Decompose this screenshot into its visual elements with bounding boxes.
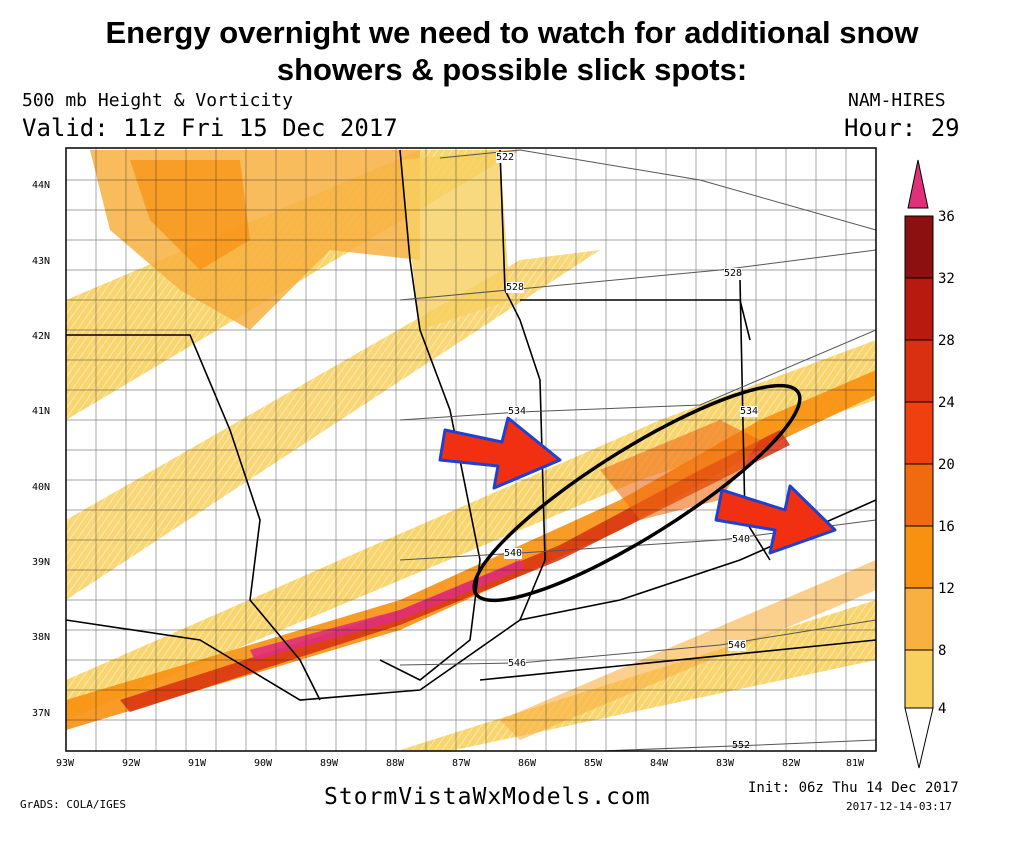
- headline-line-2: showers & possible slick spots:: [276, 52, 748, 87]
- arrow-left: [438, 416, 562, 490]
- colorbar-label: 28: [938, 333, 955, 349]
- colorbar-bin-16-20: [904, 463, 934, 527]
- colorbar-label: 12: [938, 581, 955, 597]
- grads-credit: GrADS: COLA/IGES: [20, 798, 126, 811]
- lon-label: 93W: [56, 758, 75, 769]
- lon-label: 92W: [122, 758, 141, 769]
- vort-streak-south-core: [500, 560, 876, 740]
- contour-528: [399, 249, 876, 301]
- vort-streak-mid: [66, 250, 600, 600]
- arrow-right: [714, 484, 837, 555]
- lat-label: 40N: [32, 482, 51, 493]
- lon-label: 87W: [452, 758, 471, 769]
- colorbar-label: 4: [938, 701, 947, 717]
- colorbar-label: 8: [938, 643, 947, 659]
- colorbar-top-arrow: [907, 159, 929, 209]
- headline: Energy overnight we need to watch for ad…: [0, 14, 1024, 88]
- lon-label: 86W: [518, 758, 537, 769]
- lon-label: 83W: [716, 758, 735, 769]
- colorbar-label: 36: [938, 209, 955, 225]
- lon-label: 84W: [650, 758, 669, 769]
- contour-label: 540: [732, 534, 751, 545]
- vort-band-core: [66, 370, 876, 730]
- lon-label: 85W: [584, 758, 603, 769]
- colorbar-bottom-arrow: [904, 707, 934, 769]
- colorbar: [904, 159, 934, 769]
- contour-label: 522: [496, 152, 515, 163]
- brand-watermark: StormVistaWxModels.com: [324, 784, 651, 810]
- contour-label: 534: [508, 406, 527, 417]
- contour-label: 528: [724, 268, 743, 279]
- map-frame: [65, 147, 877, 752]
- state-borders: [66, 149, 876, 701]
- lat-label: 44N: [32, 180, 51, 191]
- colorbar-bin-4-8: [904, 649, 934, 709]
- contour-label: 528: [506, 282, 525, 293]
- contour-label: 546: [728, 640, 747, 651]
- lon-label: 81W: [846, 758, 865, 769]
- colorbar-bin-28-32: [904, 277, 934, 341]
- lon-label: 90W: [254, 758, 273, 769]
- county-grid: [66, 148, 876, 751]
- contour-label: 546: [508, 658, 527, 669]
- model-name: NAM-HIRES: [848, 90, 946, 111]
- colorbar-bin-12-16: [904, 525, 934, 589]
- vorticity-shading: [66, 150, 876, 751]
- vort-band-max: [120, 430, 790, 712]
- contour-label: 534: [740, 406, 759, 417]
- colorbar-label: 32: [938, 271, 955, 287]
- colorbar-bin-20-24: [904, 401, 934, 465]
- vort-band-peak: [250, 560, 525, 660]
- colorbar-bin-8-12: [904, 587, 934, 651]
- lon-label: 91W: [188, 758, 207, 769]
- contour-label: 552: [732, 740, 751, 751]
- generation-timestamp: 2017-12-14-03:17: [846, 800, 952, 813]
- contour-label: 540: [504, 548, 523, 559]
- lat-label: 42N: [32, 331, 51, 342]
- lat-label: 38N: [32, 632, 51, 643]
- lat-label: 37N: [32, 708, 51, 719]
- highlight-ellipse: [472, 383, 802, 603]
- colorbar-label: 24: [938, 395, 955, 411]
- colorbar-bin-24-28: [904, 339, 934, 403]
- lon-label: 89W: [320, 758, 339, 769]
- colorbar-label: 16: [938, 519, 955, 535]
- lon-label: 88W: [386, 758, 405, 769]
- contour-522: [439, 149, 876, 231]
- contour-552: [599, 739, 876, 751]
- forecast-hour: Hour: 29: [844, 114, 960, 142]
- lat-label: 43N: [32, 256, 51, 267]
- valid-time: Valid: 11z Fri 15 Dec 2017: [22, 114, 398, 142]
- vort-streak-main: [66, 340, 876, 720]
- lat-label: 39N: [32, 557, 51, 568]
- headline-line-1: Energy overnight we need to watch for ad…: [105, 15, 919, 50]
- contour-546: [399, 619, 876, 666]
- field-title: 500 mb Height & Vorticity: [22, 90, 293, 111]
- contour-534: [399, 329, 876, 421]
- colorbar-bin-32-36: [904, 215, 934, 279]
- lat-label: 41N: [32, 406, 51, 417]
- vort-blob-northwest-core: [130, 160, 250, 270]
- colorbar-label: 20: [938, 457, 955, 473]
- lon-label: 82W: [782, 758, 801, 769]
- init-time: Init: 06z Thu 14 Dec 2017: [748, 780, 959, 796]
